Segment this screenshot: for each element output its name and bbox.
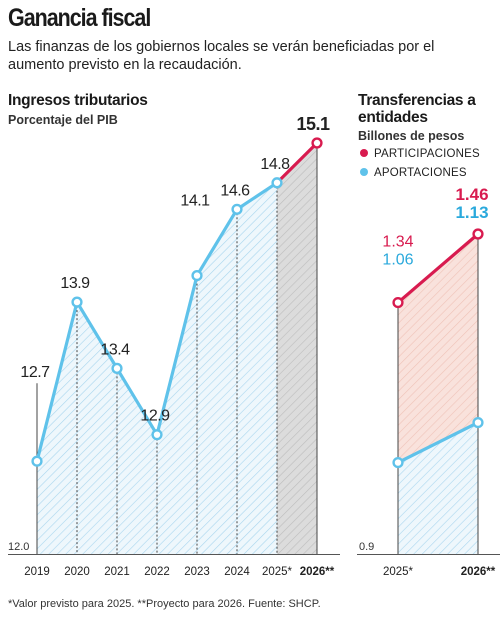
data-label: 13.4 <box>100 341 130 358</box>
x-tick-label: 2026** <box>461 566 496 578</box>
data-point <box>231 203 243 215</box>
area-fill-aportaciones <box>398 422 478 554</box>
data-label: 13.9 <box>60 275 90 292</box>
data-label-aportaciones: 1.06 <box>382 252 413 269</box>
series-line-aportaciones <box>397 421 479 465</box>
data-point <box>392 456 404 469</box>
x-tick-label: 2022 <box>144 566 170 578</box>
chart-subtitle: Las finanzas de los gobiernos locales se… <box>8 39 435 73</box>
series-line-participaciones <box>396 232 480 304</box>
right-chart-title: Transferencias a entidades <box>358 92 476 126</box>
area-fill-participaciones <box>398 234 478 463</box>
chart-title: Ganancia fiscal <box>8 4 151 32</box>
data-point <box>151 429 163 441</box>
data-point <box>392 296 404 309</box>
legend-dot-blue <box>360 168 368 176</box>
data-point <box>71 296 83 308</box>
data-label: 14.1 <box>180 193 210 210</box>
right-chart: 0.9 1.341.06 1.461.13 2025* 2026** <box>357 185 500 578</box>
data-label: 14.6 <box>220 182 250 199</box>
x-tick-label: 2025* <box>383 566 414 578</box>
left-chart: 12.0 12.7 13.9 13.4 12.9 14.1 14.6 14.8 15.1 2019… <box>8 114 340 578</box>
data-label: 12.7 <box>20 364 50 381</box>
baseline-label: 0.9 <box>359 541 374 553</box>
area-fill-history <box>37 182 277 554</box>
legend-participaciones: PARTICIPACIONES <box>360 148 480 160</box>
data-point <box>311 137 323 149</box>
data-label-aportaciones: 1.13 <box>455 203 488 222</box>
data-label: 12.9 <box>140 408 170 425</box>
footnote: *Valor previsto para 2025. **Proyecto pa… <box>8 598 321 610</box>
data-point <box>472 416 484 429</box>
x-tick-label: 2026** <box>300 566 335 578</box>
data-label-participaciones: 1.46 <box>455 185 488 204</box>
baseline-label: 12.0 <box>8 541 29 553</box>
right-chart-unit: Billones de pesos <box>358 129 465 143</box>
x-tick-label: 2020 <box>64 566 90 578</box>
x-tick-label: 2025* <box>262 566 293 578</box>
x-tick-label: 2023 <box>184 566 210 578</box>
legend-dot-red <box>360 149 368 157</box>
legend-label-participaciones: PARTICIPACIONES <box>374 148 480 160</box>
data-point <box>472 228 484 240</box>
data-label: 14.8 <box>260 156 290 173</box>
series-line-projection <box>275 141 319 184</box>
left-chart-unit: Porcentaje del PIB <box>8 113 118 127</box>
x-tick-label: 2021 <box>104 566 130 578</box>
x-tick-label: 2019 <box>24 566 50 578</box>
data-point <box>31 455 43 467</box>
data-point <box>271 177 283 189</box>
area-fill-projection <box>277 143 317 554</box>
data-point <box>191 269 203 282</box>
legend-aportaciones: APORTACIONES <box>360 167 467 179</box>
left-chart-title: Ingresos tributarios <box>8 92 148 109</box>
legend-label-aportaciones: APORTACIONES <box>374 167 467 179</box>
data-point <box>111 362 123 374</box>
x-tick-label: 2024 <box>224 566 250 578</box>
data-label-participaciones: 1.34 <box>382 234 413 251</box>
data-label: 15.1 <box>296 114 330 134</box>
